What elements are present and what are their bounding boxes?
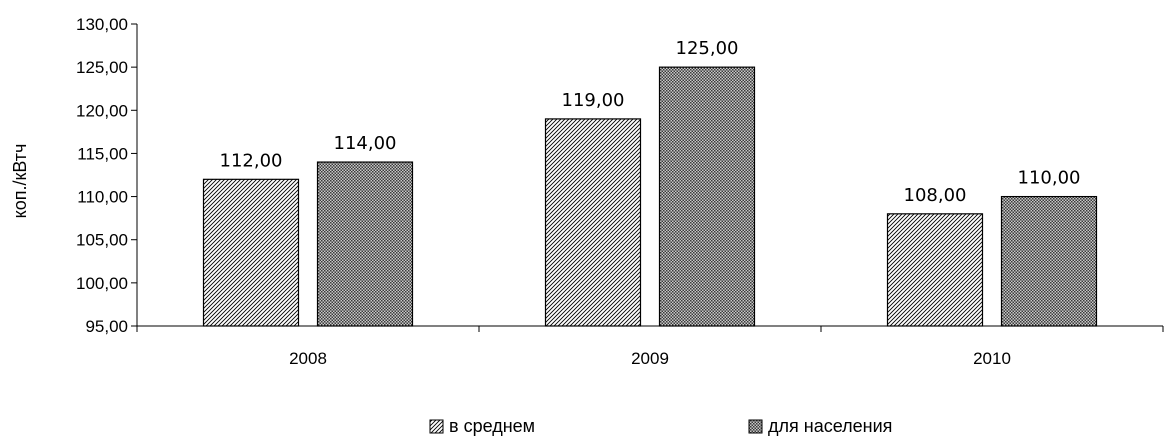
legend-swatch-series-1 <box>748 419 763 434</box>
y-axis-label: коп./кВтч <box>10 144 30 219</box>
y-tick-label: 115,00 <box>77 144 128 163</box>
bar-series-0 <box>202 178 300 327</box>
bars <box>202 66 1098 327</box>
legend-label-series-1: для населения <box>768 416 892 436</box>
y-tick-label: 130,00 <box>76 15 128 34</box>
y-tick-label: 120,00 <box>76 101 128 120</box>
bar-series-1 <box>1000 195 1098 327</box>
y-tick-label: 100,00 <box>76 274 128 293</box>
legend-label-series-0: в среднем <box>449 416 535 436</box>
legend-item-series-1: для населения <box>748 416 892 436</box>
y-tick-label: 125,00 <box>76 58 128 77</box>
data-labels: 112,00 114,00 119,00 125,00 108,00 110,00 <box>220 38 1081 206</box>
bar-series-0 <box>886 213 984 327</box>
bar-series-0 <box>544 118 642 327</box>
data-label: 108,00 <box>904 185 967 206</box>
data-label: 114,00 <box>334 133 397 154</box>
legend: в среднем для населения <box>429 416 892 436</box>
bar-series-1 <box>658 66 756 327</box>
y-tick-label: 110,00 <box>77 188 128 207</box>
x-axis: 2008 2009 2010 <box>136 325 1164 368</box>
y-axis: 95,00 100,00 105,00 110,00 115,00 120,00 125,0… <box>76 15 138 336</box>
data-label: 112,00 <box>220 150 283 171</box>
x-tick-label: 2008 <box>289 349 327 368</box>
data-label: 119,00 <box>562 90 625 111</box>
y-tick-label: 95,00 <box>85 317 128 336</box>
x-tick-label: 2009 <box>631 349 669 368</box>
y-tick-label: 105,00 <box>76 231 128 250</box>
bar-series-1 <box>316 161 414 327</box>
x-tick-label: 2010 <box>973 349 1011 368</box>
legend-item-series-0: в среднем <box>429 416 535 436</box>
data-label: 110,00 <box>1018 168 1081 189</box>
data-label: 125,00 <box>676 38 739 59</box>
legend-swatch-series-0 <box>429 419 444 434</box>
